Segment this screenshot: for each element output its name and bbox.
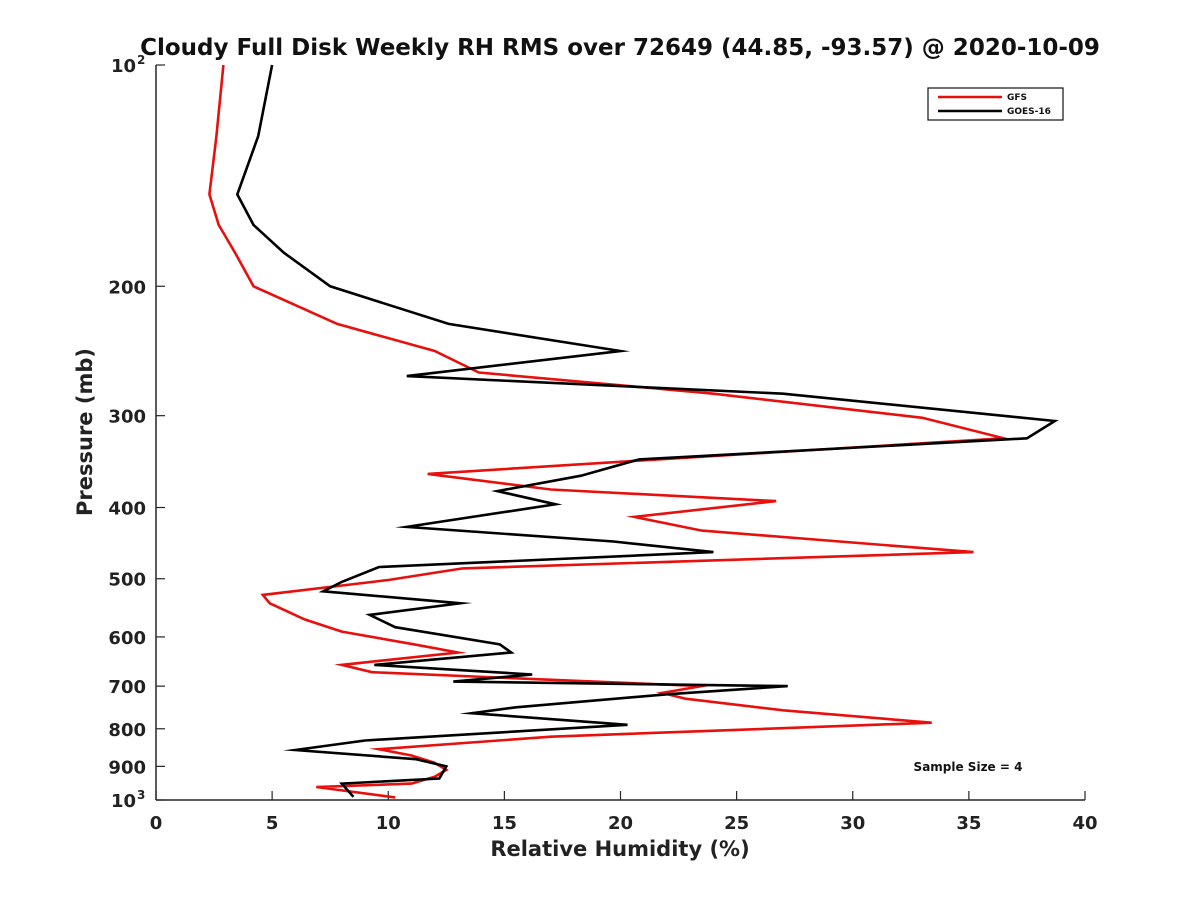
y-tick-label-3: 400 bbox=[108, 499, 146, 520]
legend-label-goes16: GOES-16 bbox=[1007, 107, 1051, 117]
sample-size-annotation: Sample Size = 4 bbox=[914, 760, 1023, 774]
x-tick-label-1: 5 bbox=[266, 813, 279, 834]
chart-title: Cloudy Full Disk Weekly RH RMS over 7264… bbox=[140, 35, 1100, 61]
x-axis-label: Relative Humidity (%) bbox=[490, 837, 749, 861]
x-tick-label-8: 40 bbox=[1072, 813, 1097, 834]
x-tick-label-4: 20 bbox=[608, 813, 633, 834]
x-tick-label-3: 15 bbox=[492, 813, 517, 834]
x-tick-label-7: 35 bbox=[956, 813, 981, 834]
y-tick-exponent-0: 2 bbox=[137, 53, 145, 67]
y-axis-label: Pressure (mb) bbox=[73, 348, 97, 516]
series-line-gfs bbox=[208, 64, 1013, 799]
y-tick-label-4: 500 bbox=[108, 570, 146, 591]
y-tick-label-7: 800 bbox=[108, 720, 146, 741]
y-tick-exponent-9: 3 bbox=[137, 788, 145, 802]
y-tick-label-5: 600 bbox=[108, 628, 146, 649]
x-tick-label-5: 25 bbox=[724, 813, 749, 834]
x-axis-ticks: 0 5 10 15 20 25 30 35 40 bbox=[150, 791, 1098, 834]
x-tick-label-2: 10 bbox=[376, 813, 401, 834]
y-tick-label-2: 300 bbox=[108, 407, 146, 428]
y-tick-label-6: 700 bbox=[108, 677, 146, 698]
legend: GFS GOES-16 bbox=[927, 87, 1064, 121]
y-tick-label-1: 200 bbox=[108, 277, 146, 298]
y-tick-label-8: 900 bbox=[108, 757, 146, 778]
legend-box bbox=[927, 87, 1064, 121]
y-tick-label-0: 10 bbox=[111, 56, 136, 77]
y-tick-label-9: 10 bbox=[111, 791, 136, 812]
series-layer bbox=[208, 64, 1059, 799]
series-line-goes16 bbox=[235, 64, 1059, 798]
x-tick-label-6: 30 bbox=[840, 813, 865, 834]
legend-label-gfs: GFS bbox=[1007, 93, 1027, 103]
x-tick-label-0: 0 bbox=[150, 813, 163, 834]
